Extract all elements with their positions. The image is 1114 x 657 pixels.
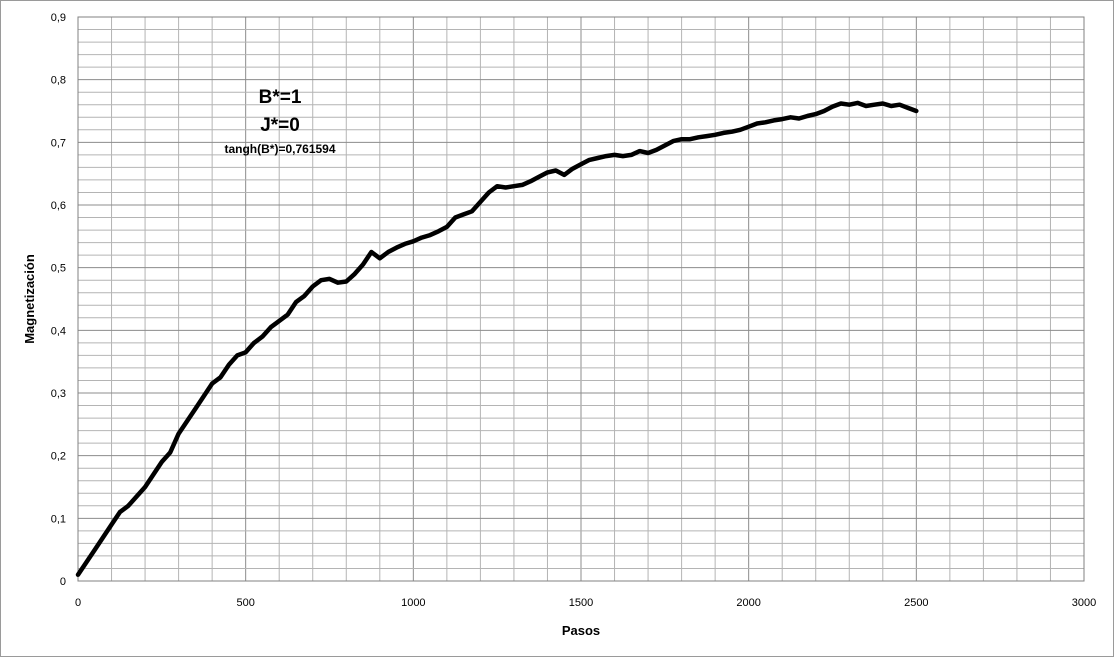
y-tick-label: 0,2 — [51, 451, 66, 463]
plot-area-border — [77, 16, 1085, 582]
y-tick-label: 0,9 — [51, 12, 66, 24]
y-tick-label: 0,3 — [51, 388, 66, 400]
series-line-magnetizacion — [75, 100, 919, 577]
y-tick-label: 0,8 — [51, 75, 66, 87]
y-tick-label: 0,4 — [51, 325, 66, 337]
x-axis-tick-labels: 0 500 1000 1500 2000 2500 3000 — [75, 597, 1096, 609]
y-tick-label: 0,7 — [51, 137, 66, 149]
x-tick-label: 1500 — [569, 597, 593, 609]
y-tick-label: 0 — [60, 576, 66, 588]
x-tick-label: 1000 — [401, 597, 425, 609]
y-axis-title: Magnetización — [22, 254, 37, 344]
y-tick-label: 0,1 — [51, 513, 66, 525]
annotation-b-value: B*=1 — [259, 87, 302, 108]
x-tick-label: 0 — [75, 597, 81, 609]
x-tick-label: 3000 — [1072, 597, 1096, 609]
gridlines — [77, 16, 1085, 582]
x-tick-label: 2500 — [904, 597, 928, 609]
x-tick-label: 2000 — [736, 597, 760, 609]
y-tick-label: 0,6 — [51, 200, 66, 212]
x-tick-label: 500 — [236, 597, 254, 609]
annotation-j-value: J*=0 — [260, 115, 300, 136]
annotation-tanh-value: tangh(B*)=0,761594 — [224, 142, 335, 156]
x-axis-title: Pasos — [562, 623, 600, 638]
y-axis-tick-labels: 0 0,1 0,2 0,3 0,4 0,5 0,6 0,7 0,8 0,9 — [51, 12, 66, 588]
y-tick-label: 0,5 — [51, 263, 66, 275]
